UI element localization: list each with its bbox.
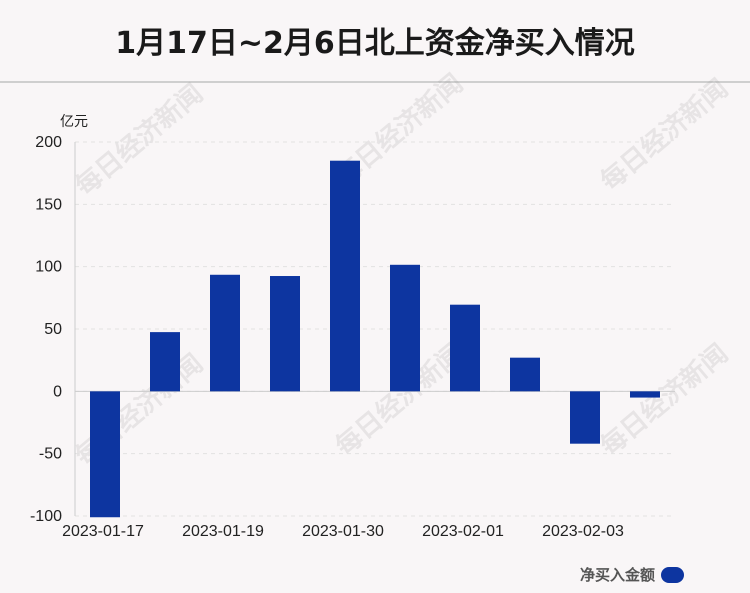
bar-2023-02-01 (450, 304, 480, 392)
y-tick-label: 50 (44, 321, 62, 338)
y-tick-label: -100 (30, 508, 62, 525)
legend-swatch (661, 566, 684, 583)
y-tick-label: -50 (39, 446, 62, 463)
bar-2023-01-30 (330, 160, 360, 392)
bar-2023-01-31 (390, 264, 420, 392)
x-axis-ticks: 2023-01-17 2023-01-19 2023-01-30 2023-02-01… (62, 523, 624, 540)
x-tick-label: 2023-01-30 (302, 523, 384, 540)
x-tick-label: 2023-02-01 (422, 523, 504, 540)
bars (90, 160, 660, 518)
bar-2023-02-06 (630, 391, 660, 398)
bar-2023-01-20 (270, 276, 300, 392)
bar-2023-01-17 (90, 391, 120, 518)
y-tick-label: 0 (53, 383, 62, 400)
y-tick-label: 150 (35, 196, 62, 213)
bar-2023-02-03 (570, 391, 600, 444)
bar-2023-01-18 (150, 332, 180, 392)
y-tick-label: 200 (35, 134, 62, 151)
legend: 净买入金额 (580, 564, 684, 585)
x-tick-label: 2023-01-19 (182, 523, 264, 540)
bar-2023-01-19 (210, 274, 240, 392)
x-tick-label: 2023-01-17 (62, 523, 144, 540)
y-tick-label: 100 (35, 259, 62, 276)
y-axis-ticks: 200 150 100 50 0 -50 -100 (30, 134, 62, 525)
x-tick-label: 2023-02-03 (542, 523, 624, 540)
title-divider (0, 81, 750, 83)
grid-lines (75, 141, 675, 517)
y-axis-unit: 亿元 (60, 114, 88, 130)
bar-2023-02-02 (510, 357, 540, 392)
chart-title: 1月17日~2月6日北上资金净买入情况 (115, 26, 635, 61)
legend-label: 净买入金额 (579, 566, 655, 584)
